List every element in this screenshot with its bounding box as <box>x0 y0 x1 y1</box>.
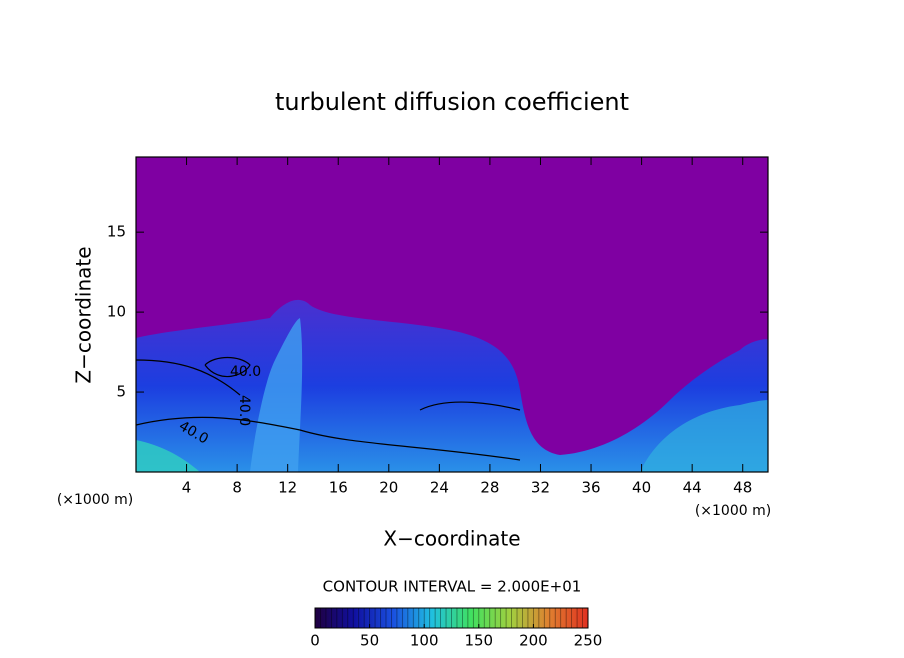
x-tick-label: 24 <box>430 479 449 497</box>
contour-label: 40.0 <box>236 395 252 426</box>
field-plume <box>250 318 303 472</box>
colorbar-tick-label: 100 <box>410 632 439 650</box>
x-tick-label: 48 <box>733 479 752 497</box>
contour-line <box>136 356 521 461</box>
x-tick-label: 12 <box>278 479 297 497</box>
colorbar-tick-label: 150 <box>464 632 493 650</box>
y-unit: (×1000 m) <box>695 503 771 519</box>
contour-note: CONTOUR INTERVAL = 2.000E+01 <box>323 578 582 596</box>
x-tick-label: 28 <box>480 479 499 497</box>
colorbar-tick-label: 200 <box>519 632 548 650</box>
x-tick-label: 36 <box>581 479 600 497</box>
colorbar-tick-label: 0 <box>310 632 320 650</box>
plot-frame <box>135 156 769 473</box>
contour-label: 40.0 <box>230 364 261 380</box>
x-tick-label: 32 <box>531 479 550 497</box>
field-core <box>136 440 200 472</box>
x-tick-label: 44 <box>683 479 702 497</box>
colorbar-tick-label: 50 <box>360 632 379 650</box>
x-tick-label: 8 <box>232 479 242 497</box>
chart-title: turbulent diffusion coefficient <box>275 88 629 116</box>
x-tick-label: 40 <box>632 479 651 497</box>
x-tick-label: 16 <box>329 479 348 497</box>
y-tick-label: 5 <box>116 383 126 401</box>
x-tick-label: 4 <box>182 479 192 497</box>
colorbar-tick-label: 250 <box>574 632 603 650</box>
field: 40.0 40.0 40.0 <box>136 157 768 472</box>
y-tick-label: 10 <box>107 303 126 321</box>
x-axis-label: X−coordinate <box>383 527 520 551</box>
colorbar <box>314 607 589 629</box>
y-tick-label: 15 <box>107 223 126 241</box>
x-unit: (×1000 m) <box>57 492 133 508</box>
y-axis-label: Z−coordinate <box>72 246 96 383</box>
field-core <box>640 400 768 472</box>
x-tick-label: 20 <box>379 479 398 497</box>
